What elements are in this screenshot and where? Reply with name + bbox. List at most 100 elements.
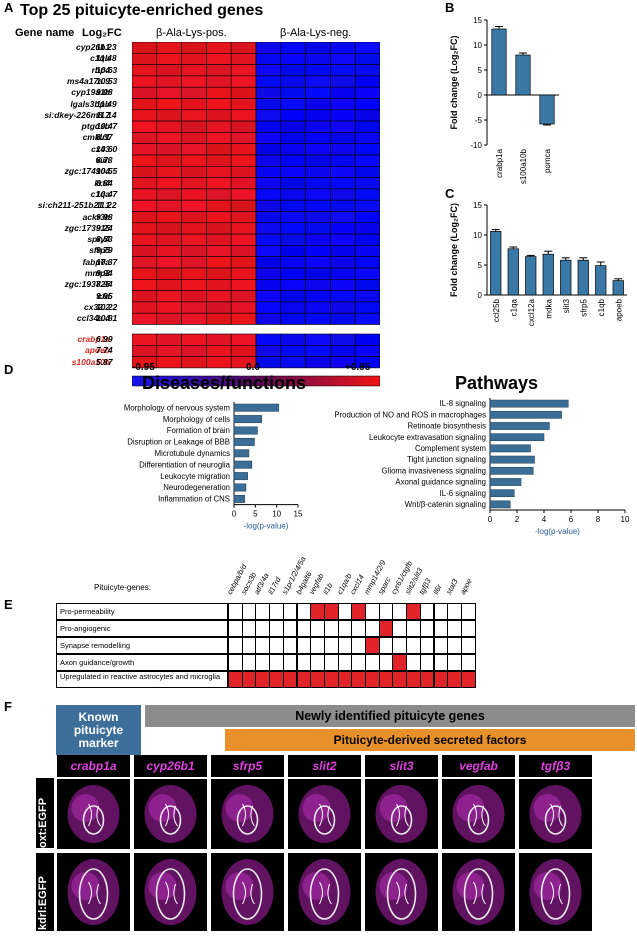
e-cell bbox=[337, 654, 353, 671]
heatmap-cell bbox=[280, 256, 306, 269]
e-cell bbox=[323, 671, 339, 688]
heatmap-cell bbox=[255, 256, 282, 269]
e-cell bbox=[269, 671, 284, 688]
gene-name: cyp26b1 bbox=[75, 42, 110, 52]
heatmap-cell bbox=[206, 356, 232, 369]
newly-identified-label: Newly identified pituicyte genes bbox=[295, 709, 485, 723]
gene-name: cfd bbox=[97, 290, 110, 301]
gene-name: si:ch211-251b21.1 bbox=[37, 200, 110, 211]
heatmap-cell bbox=[156, 356, 182, 369]
gene-label-6: tgfβ3 bbox=[519, 755, 592, 777]
gene-name: rbp4 bbox=[91, 64, 110, 75]
heatmap-cell bbox=[354, 120, 380, 133]
heatmap-cell bbox=[156, 188, 182, 201]
e-row-label-box: Axon guidance/growth bbox=[56, 654, 228, 671]
gene-name-header: Gene name bbox=[15, 27, 75, 39]
magenta-signal bbox=[67, 785, 120, 843]
known-marker-label: Known pituicyte marker bbox=[73, 710, 124, 750]
gene-fc: 11.14 bbox=[96, 109, 117, 120]
magenta-signal bbox=[148, 794, 177, 822]
heatmap-cell bbox=[305, 256, 331, 269]
e-cell bbox=[433, 620, 449, 637]
e-cell bbox=[419, 603, 435, 620]
e-gene-label: apoe bbox=[457, 577, 474, 596]
heatmap-cell bbox=[206, 154, 232, 167]
heatmap-cell bbox=[132, 279, 158, 291]
category-label: IL-6 signaling bbox=[440, 489, 486, 498]
chart-b: 15 10 5 0 -5 -10 crabp1a s100a10b pomca Fold chan… bbox=[449, 16, 559, 184]
egfp-signal bbox=[473, 881, 486, 905]
heatmap-cell bbox=[255, 222, 282, 235]
gene-name: cx32.2 bbox=[84, 301, 110, 312]
heatmap-cell bbox=[181, 256, 207, 269]
heatmap-colorbar bbox=[132, 375, 380, 387]
micrograph bbox=[288, 779, 361, 849]
heatmap-cell bbox=[255, 188, 282, 201]
panel-letter-b: B bbox=[445, 0, 455, 15]
micrograph bbox=[57, 779, 130, 849]
e-cell bbox=[255, 620, 271, 637]
bar bbox=[539, 94, 555, 125]
micrograph-image bbox=[529, 785, 582, 843]
extra-gene-fc: 5.87 bbox=[96, 356, 113, 367]
heatmap-cell bbox=[255, 143, 282, 156]
micrograph bbox=[365, 779, 438, 849]
heatmap-cell bbox=[255, 154, 282, 167]
heatmap bbox=[132, 42, 380, 387]
micrograph-image bbox=[452, 859, 505, 925]
micrograph bbox=[519, 779, 592, 849]
heatmap-cell bbox=[280, 199, 306, 212]
heatmap-cell bbox=[330, 75, 356, 88]
bar bbox=[233, 449, 250, 458]
micrograph bbox=[442, 853, 515, 931]
e-row-label: Pro-permeability bbox=[60, 607, 115, 616]
heatmap-cell bbox=[156, 256, 182, 269]
e-cell bbox=[282, 620, 298, 637]
heatmap-cell bbox=[206, 109, 232, 122]
magenta-signal bbox=[67, 859, 120, 925]
category-label: cxcl12a bbox=[527, 298, 536, 326]
heatmap-cell bbox=[330, 166, 356, 178]
heatmap-cell bbox=[305, 154, 331, 167]
heatmap-cell bbox=[280, 344, 306, 357]
heatmap-cell bbox=[132, 233, 158, 246]
heatmap-cell bbox=[305, 356, 331, 369]
e-cell bbox=[337, 620, 353, 637]
heatmap-cell bbox=[132, 312, 158, 325]
category-label: Glioma invasiveness signaling bbox=[382, 466, 486, 475]
e-cell bbox=[351, 654, 366, 671]
heatmap-cell bbox=[305, 98, 331, 111]
heatmap-cell bbox=[280, 211, 306, 224]
e-cell bbox=[419, 637, 435, 654]
heatmap-cell bbox=[132, 154, 158, 167]
egfp-signal bbox=[473, 803, 486, 827]
diseases-title: Diseases/functions bbox=[142, 373, 307, 393]
heatmap-cell bbox=[280, 154, 306, 167]
gene-name: vim bbox=[95, 155, 110, 165]
heatmap-cell bbox=[230, 109, 257, 122]
heatmap-cell bbox=[156, 279, 182, 291]
heatmap-cell bbox=[255, 301, 282, 314]
category-label: c1qa bbox=[509, 298, 518, 316]
e-cell bbox=[365, 671, 380, 688]
heatmap-cell bbox=[206, 53, 232, 65]
gene-name: cx43 bbox=[91, 143, 110, 154]
e-row-label-box: Pro-permeability bbox=[56, 603, 228, 620]
secreted-factors-label: Pituicyte-derived secreted factors bbox=[333, 733, 527, 747]
magenta-signal bbox=[71, 872, 100, 900]
heatmap-cell bbox=[181, 279, 207, 291]
gene-label-4: slit3 bbox=[365, 755, 438, 777]
heatmap-cell bbox=[305, 233, 331, 246]
category-label: Retinoate biosynthesis bbox=[408, 422, 487, 431]
e-cell bbox=[392, 603, 408, 620]
heatmap-cell bbox=[255, 132, 282, 145]
heatmap-cell bbox=[132, 53, 158, 65]
micrograph-image bbox=[452, 785, 505, 843]
micrograph-image bbox=[375, 785, 428, 843]
gene-fc: 10.53 bbox=[96, 75, 118, 86]
magenta-signal bbox=[302, 872, 331, 900]
heatmap-cell bbox=[305, 166, 331, 178]
heatmap-cell bbox=[206, 211, 232, 224]
heatmap-cell bbox=[156, 132, 182, 145]
heatmap-cell bbox=[280, 301, 306, 314]
